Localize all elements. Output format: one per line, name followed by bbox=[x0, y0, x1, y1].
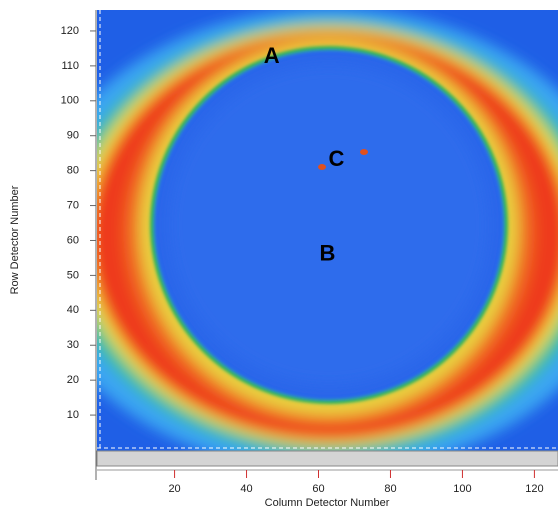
chart: Row Detector Number Column Detector Numb… bbox=[0, 0, 558, 511]
y-tick-label: 30 bbox=[67, 339, 79, 351]
annotation: A bbox=[264, 43, 280, 68]
x-tick-label: 80 bbox=[384, 483, 396, 495]
y-tick-label: 100 bbox=[61, 95, 79, 107]
x-tick-label: 100 bbox=[453, 483, 471, 495]
x-axis-label: Column Detector Number bbox=[265, 497, 390, 509]
y-tick-label: 120 bbox=[61, 25, 79, 37]
y-tick-label: 10 bbox=[67, 409, 79, 421]
x-tick-label: 20 bbox=[168, 483, 180, 495]
x-tick-label: 120 bbox=[525, 483, 543, 495]
y-tick-label: 110 bbox=[61, 60, 79, 72]
y-axis-label: Row Detector Number bbox=[9, 185, 21, 294]
x-tick-label: 40 bbox=[240, 483, 252, 495]
annotation: B bbox=[320, 240, 336, 265]
y-tick-label: 40 bbox=[67, 304, 79, 316]
y-tick-label: 70 bbox=[67, 199, 79, 211]
y-tick-label: 90 bbox=[67, 130, 79, 142]
heatmap bbox=[29, 8, 558, 472]
y-tick-label: 50 bbox=[67, 269, 79, 281]
annotation: C bbox=[329, 146, 345, 171]
y-tick-label: 60 bbox=[67, 234, 79, 246]
y-tick-label: 80 bbox=[67, 165, 79, 177]
x-tick-label: 60 bbox=[312, 483, 324, 495]
y-tick-label: 20 bbox=[67, 374, 79, 386]
